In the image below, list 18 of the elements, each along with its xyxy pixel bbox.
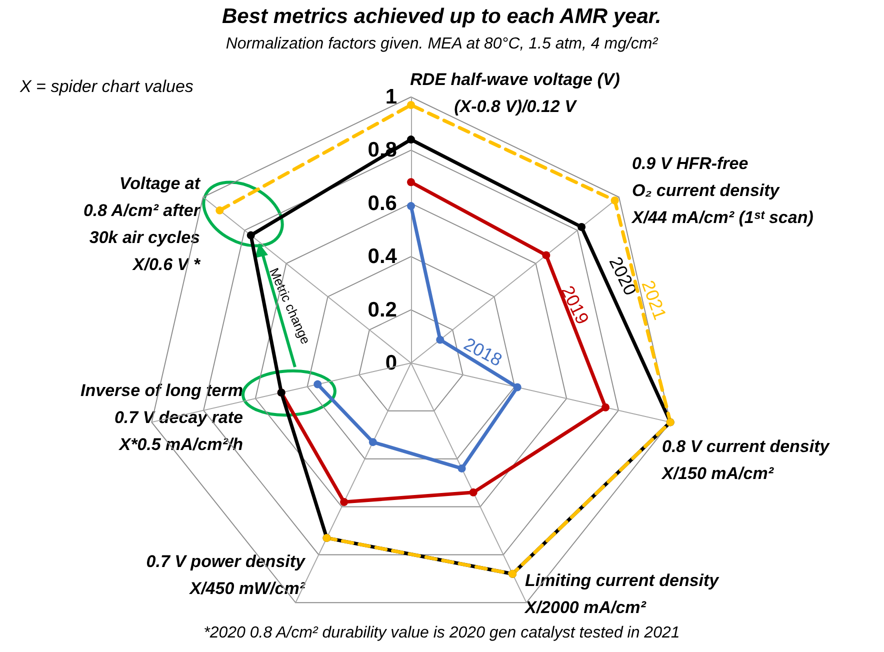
spoke-label: 0.7 V power density X/450 mW/cm² (146, 552, 307, 598)
text: 2019 (557, 282, 593, 328)
text: 2018 (460, 334, 506, 370)
y-tick-label: 0.4 (368, 245, 398, 268)
spoke-label: Voltage at 0.8 A/cm² after 30k air cycles X/0.6 V * (83, 174, 202, 274)
y-tick-label: 0 (385, 352, 397, 374)
spoke-label: 0.9 V HFR-free O₂ current density X/44 mA/cm² (1ˢᵗ scan) (631, 154, 814, 227)
spoke-label: Limiting current density X/2000 mA/cm² (524, 571, 720, 617)
y-tick-label: 0.6 (368, 192, 397, 215)
chart-title: Best metrics achieved up to each AMR year. (222, 5, 662, 28)
text: Metric change (266, 266, 314, 346)
chart-subtitle: Normalization factors given. MEA at 80°C, 1.5 atm, 4 mg/cm² (226, 36, 658, 52)
spoke-label: RDE half-wave voltage (V) (X-0.8 V)/0.12 V (410, 70, 620, 116)
spoke-label: 0.8 V current density X/150 mA/cm² (661, 437, 831, 483)
y-tick-label: 1 (385, 86, 398, 108)
text: *2020 0.8 A/cm² durability value is 2020 gen catalyst tested in 2021 (204, 624, 680, 642)
y-tick-label: 0.2 (368, 298, 397, 322)
text: X = spider chart values (19, 77, 194, 96)
